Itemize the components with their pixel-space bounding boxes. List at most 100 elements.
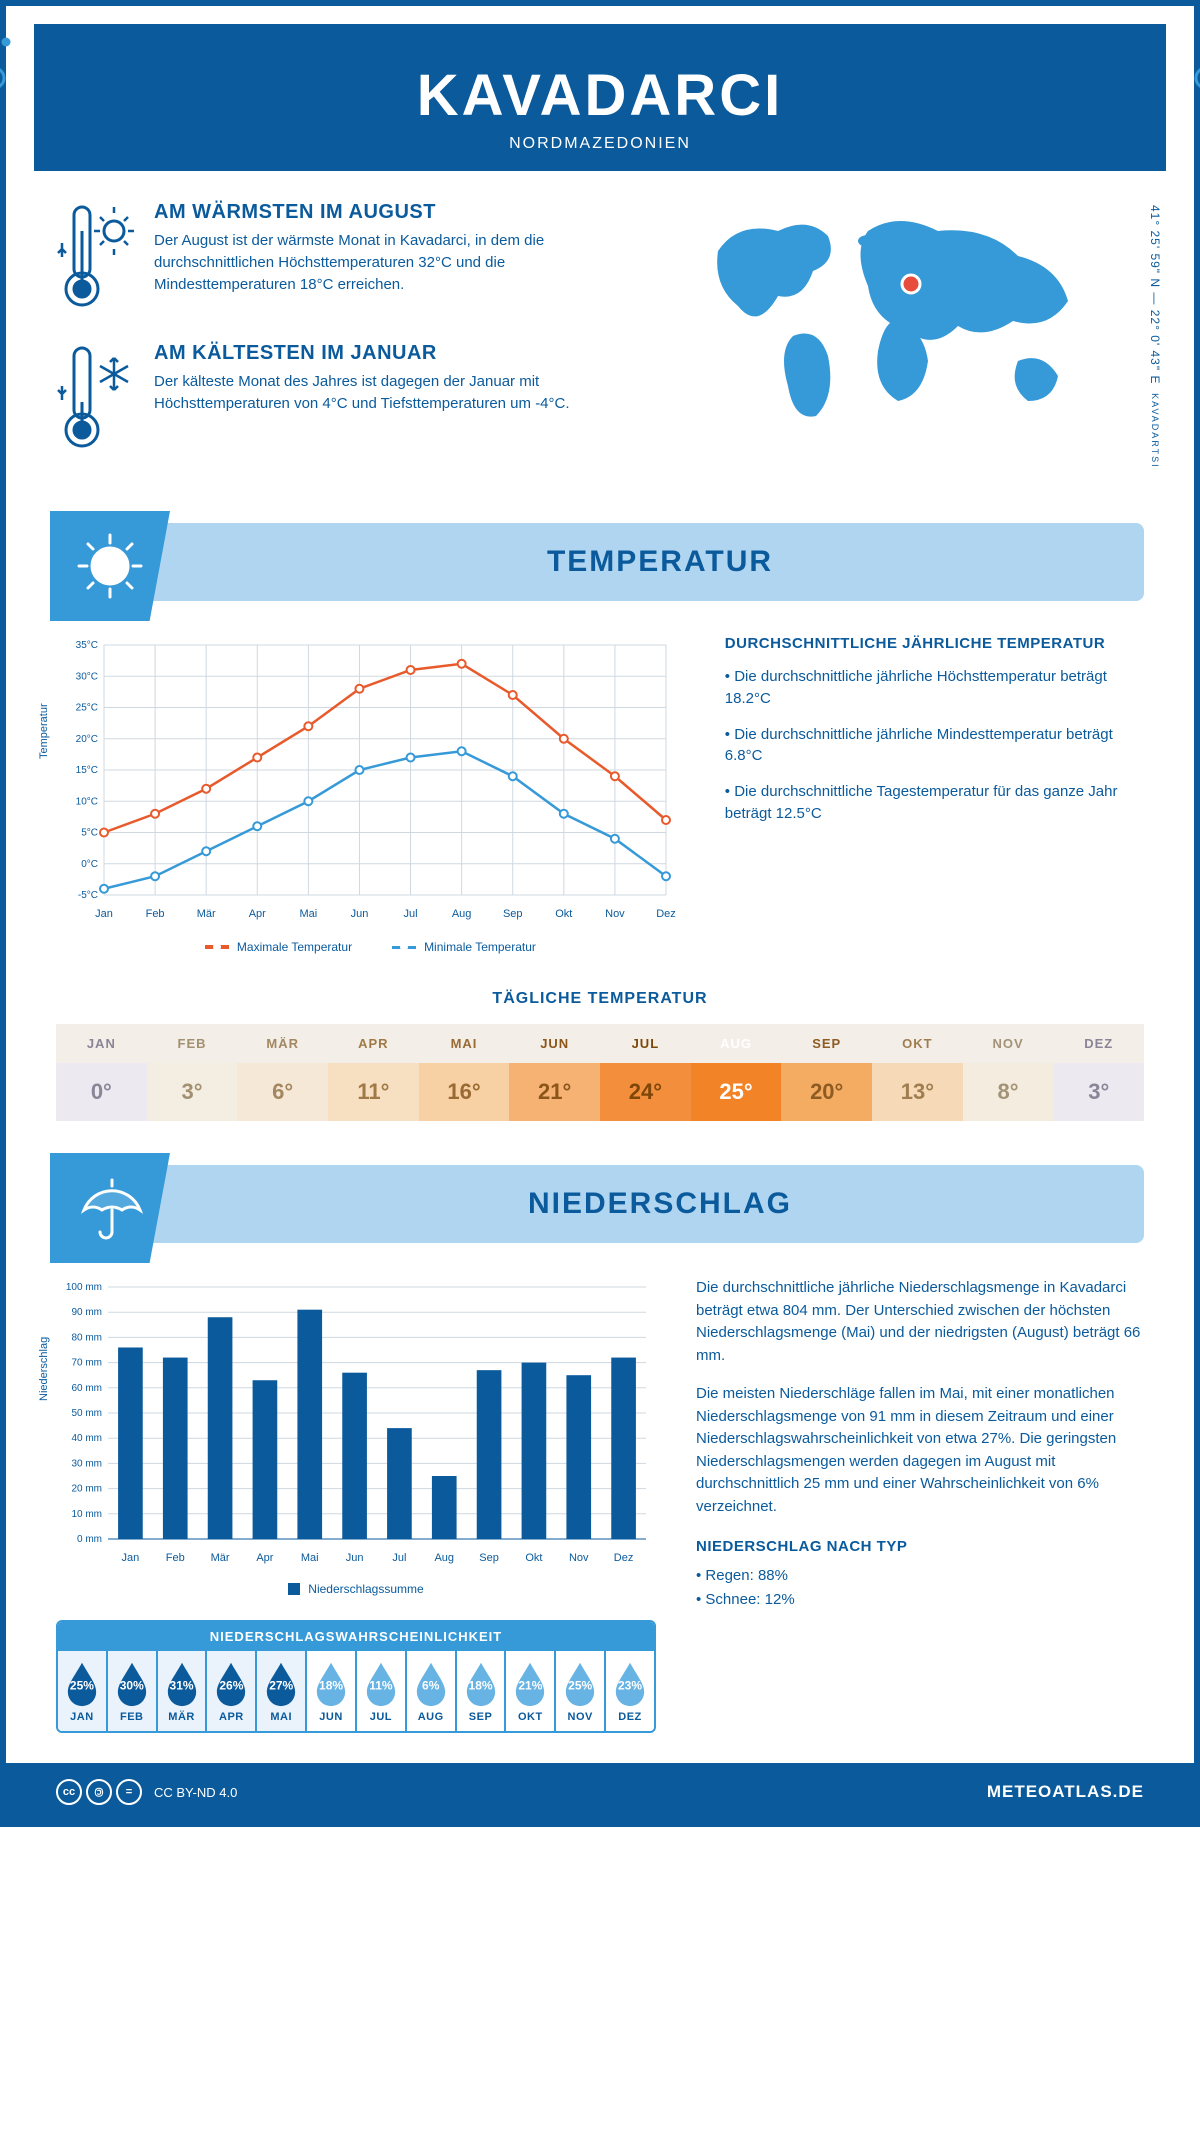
wind-icon xyxy=(0,20,34,110)
cold-title: AM KÄLTESTEN IM JANUAR xyxy=(154,342,622,365)
svg-text:Aug: Aug xyxy=(434,1552,454,1564)
svg-text:Mai: Mai xyxy=(301,1552,319,1564)
temp-legend: Maximale Temperatur Minimale Temperatur xyxy=(56,940,685,954)
daily-cell: JAN0° xyxy=(56,1024,147,1121)
svg-text:Dez: Dez xyxy=(656,908,676,920)
daily-temp-title: TÄGLICHE TEMPERATUR xyxy=(56,990,1144,1008)
svg-text:Feb: Feb xyxy=(146,908,165,920)
svg-text:80 mm: 80 mm xyxy=(71,1332,102,1343)
svg-text:5°C: 5°C xyxy=(81,828,98,839)
thermometer-cold-icon xyxy=(56,342,136,452)
prob-cell: 27%MAI xyxy=(257,1651,307,1731)
svg-text:20 mm: 20 mm xyxy=(71,1484,102,1495)
svg-text:30°C: 30°C xyxy=(76,671,98,682)
cc-icons: cc🄯= xyxy=(56,1779,142,1805)
warm-title: AM WÄRMSTEN IM AUGUST xyxy=(154,201,622,224)
prob-cell: 30%FEB xyxy=(108,1651,158,1731)
precipitation-probability-table: NIEDERSCHLAGSWAHRSCHEINLICHKEIT 25%JAN30… xyxy=(56,1620,656,1733)
svg-text:Dez: Dez xyxy=(614,1552,634,1564)
prob-cell: 18%JUN xyxy=(307,1651,357,1731)
prob-cell: 21%OKT xyxy=(506,1651,556,1731)
daily-cell: JUL24° xyxy=(600,1024,691,1121)
svg-text:0°C: 0°C xyxy=(81,859,98,870)
svg-text:30 mm: 30 mm xyxy=(71,1458,102,1469)
prob-cell: 25%NOV xyxy=(556,1651,606,1731)
daily-cell: NOV8° xyxy=(963,1024,1054,1121)
daily-cell: APR11° xyxy=(328,1024,419,1121)
daily-cell: JUN21° xyxy=(509,1024,600,1121)
prob-cell: 26%APR xyxy=(207,1651,257,1731)
daily-cell: DEZ3° xyxy=(1053,1024,1144,1121)
svg-text:Nov: Nov xyxy=(605,908,625,920)
svg-text:10 mm: 10 mm xyxy=(71,1509,102,1520)
svg-text:Apr: Apr xyxy=(249,908,266,920)
wind-icon xyxy=(1166,20,1200,110)
precip-section-title: NIEDERSCHLAG xyxy=(206,1187,1114,1221)
svg-text:Okt: Okt xyxy=(525,1552,542,1564)
svg-text:Mär: Mär xyxy=(197,908,216,920)
svg-text:35°C: 35°C xyxy=(76,640,98,651)
world-map-icon xyxy=(688,201,1108,431)
precipitation-bar-chart: Niederschlag 0 mm10 mm20 mm30 mm40 mm50 … xyxy=(56,1277,656,1572)
prob-cell: 11%JUL xyxy=(357,1651,407,1731)
daily-cell: SEP20° xyxy=(781,1024,872,1121)
daily-temp-table: JAN0°FEB3°MÄR6°APR11°MAI16°JUN21°JUL24°A… xyxy=(56,1024,1144,1121)
svg-text:70 mm: 70 mm xyxy=(71,1358,102,1369)
svg-text:Sep: Sep xyxy=(479,1552,499,1564)
svg-text:Aug: Aug xyxy=(452,908,472,920)
svg-text:Jan: Jan xyxy=(95,908,113,920)
site-name: METEOATLAS.DE xyxy=(987,1782,1144,1802)
svg-text:50 mm: 50 mm xyxy=(71,1408,102,1419)
precip-text: Die durchschnittliche jährliche Niedersc… xyxy=(696,1277,1144,1733)
daily-cell: OKT13° xyxy=(872,1024,963,1121)
svg-text:Jul: Jul xyxy=(404,908,418,920)
temp-notes: DURCHSCHNITTLICHE JÄHRLICHE TEMPERATUR •… xyxy=(725,635,1144,954)
svg-text:40 mm: 40 mm xyxy=(71,1433,102,1444)
daily-cell: FEB3° xyxy=(147,1024,238,1121)
svg-text:Mai: Mai xyxy=(299,908,317,920)
country-subtitle: NORDMAZEDONIEN xyxy=(34,135,1166,153)
thermometer-hot-icon xyxy=(56,201,136,311)
prob-cell: 25%JAN xyxy=(58,1651,108,1731)
prob-cell: 23%DEZ xyxy=(606,1651,654,1731)
daily-cell: AUG25° xyxy=(691,1024,782,1121)
svg-text:Jun: Jun xyxy=(351,908,369,920)
svg-text:100 mm: 100 mm xyxy=(66,1282,102,1293)
header: KAVADARCI NORDMAZEDONIEN xyxy=(34,24,1166,171)
coordinates: 41° 25' 59" N — 22° 0' 43" E KAVADARTSI xyxy=(1148,205,1162,469)
svg-text:Jun: Jun xyxy=(346,1552,364,1564)
svg-text:90 mm: 90 mm xyxy=(71,1307,102,1318)
svg-text:Jan: Jan xyxy=(122,1552,140,1564)
svg-text:Nov: Nov xyxy=(569,1552,589,1564)
prob-cell: 18%SEP xyxy=(457,1651,507,1731)
temperature-line-chart: Temperatur -5°C0°C5°C10°C15°C20°C25°C30°… xyxy=(56,635,685,930)
svg-text:10°C: 10°C xyxy=(76,796,98,807)
svg-text:-5°C: -5°C xyxy=(78,890,98,901)
prob-cell: 31%MÄR xyxy=(158,1651,208,1731)
svg-text:25°C: 25°C xyxy=(76,703,98,714)
svg-text:15°C: 15°C xyxy=(76,765,98,776)
temp-section-title: TEMPERATUR xyxy=(206,545,1114,579)
svg-text:60 mm: 60 mm xyxy=(71,1383,102,1394)
daily-cell: MAI16° xyxy=(419,1024,510,1121)
umbrella-icon xyxy=(74,1172,146,1244)
warm-fact: AM WÄRMSTEN IM AUGUST Der August ist der… xyxy=(56,201,622,316)
svg-text:Sep: Sep xyxy=(503,908,523,920)
prob-cell: 6%AUG xyxy=(407,1651,457,1731)
sun-icon xyxy=(75,531,145,601)
svg-text:Apr: Apr xyxy=(256,1552,273,1564)
cold-fact: AM KÄLTESTEN IM JANUAR Der kälteste Mona… xyxy=(56,342,622,457)
svg-text:20°C: 20°C xyxy=(76,734,98,745)
svg-text:Jul: Jul xyxy=(392,1552,406,1564)
svg-text:0 mm: 0 mm xyxy=(77,1534,102,1545)
precipitation-banner: NIEDERSCHLAG xyxy=(56,1165,1144,1243)
warm-body: Der August ist der wärmste Monat in Kava… xyxy=(154,230,622,295)
cold-body: Der kälteste Monat des Jahres ist dagege… xyxy=(154,371,622,415)
temperature-banner: TEMPERATUR xyxy=(56,523,1144,601)
precip-legend: Niederschlagssumme xyxy=(56,1582,656,1596)
daily-cell: MÄR6° xyxy=(237,1024,328,1121)
footer: cc🄯= CC BY-ND 4.0 METEOATLAS.DE xyxy=(6,1763,1194,1821)
svg-text:Mär: Mär xyxy=(211,1552,230,1564)
license-text: CC BY-ND 4.0 xyxy=(154,1785,237,1800)
svg-text:Okt: Okt xyxy=(555,908,572,920)
